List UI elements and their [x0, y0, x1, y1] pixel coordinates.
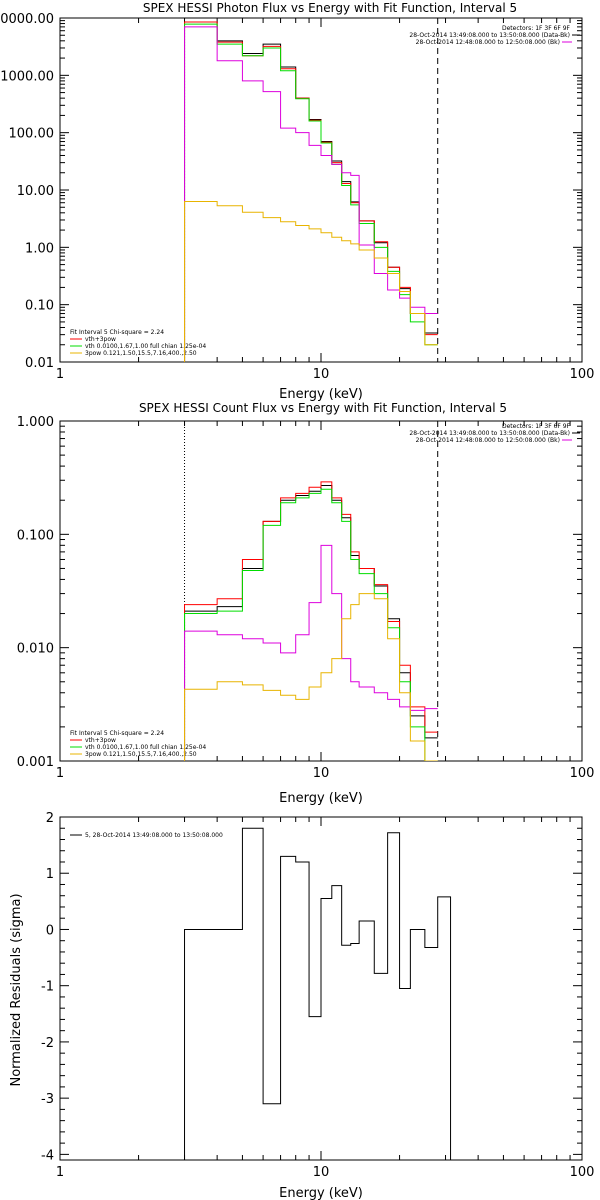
plot-frame [59, 17, 583, 363]
x-tick-label: 1 [56, 766, 64, 781]
series-line-red [184, 21, 438, 362]
y-tick-label: 0000.00 [0, 12, 54, 27]
y-tick-label: -4 [41, 1148, 54, 1163]
x-axis-label: Energy (keV) [279, 387, 363, 402]
x-tick-label: 10 [313, 367, 330, 382]
x-axis-label: Energy (keV) [279, 791, 363, 806]
photon-flux-panel: SPEX HESSI Photon Flux vs Energy with Fi… [70, 1, 571, 402]
legend-left-4: 3pow 0.121,1.50,15.5,7.16,400.,2.50 [85, 350, 197, 357]
y-tick-label: 0.100 [17, 528, 54, 543]
series-line-black [184, 21, 438, 362]
y-tick-label: 0.01 [25, 356, 54, 371]
x-tick-label: 10 [313, 1165, 330, 1180]
residuals-panel: Energy (keV) Normalized Residuals (sigma… [9, 832, 363, 1200]
series-line-magenta [184, 544, 438, 761]
y-tick-label: 0.10 [25, 299, 54, 314]
legend-left-1: 5, 28-Oct-2014 13:49:08.000 to 13:50:08.… [85, 832, 223, 839]
legend-left-2: vth+3pow [85, 737, 116, 744]
y-tick-label: -2 [41, 1036, 54, 1051]
y-tick-label: 1 [46, 867, 54, 882]
x-tick-label: 1 [56, 1165, 64, 1180]
series-line-orange [184, 593, 438, 761]
y-axis-label: Normalized Residuals (sigma) [9, 893, 24, 1086]
y-tick-label: -1 [41, 980, 54, 995]
legend-right-3: 28-Oct-2014 12:48:08.000 to 12:50:08.000… [416, 437, 560, 444]
y-tick-label: -3 [41, 1092, 54, 1107]
x-tick-label: 100 [570, 367, 595, 382]
legend-right-1: Detectors: 1F 3F 6F 9F [502, 25, 571, 32]
series-line-red [184, 481, 438, 761]
legend-left-2: vth+3pow [85, 336, 116, 343]
legend-left-1: Fit Interval 5 Chi-square = 2.24 [70, 730, 164, 737]
y-tick-label: 100.00 [9, 127, 55, 142]
y-tick-label: 0 [46, 923, 54, 938]
x-tick-label: 100 [570, 766, 595, 781]
y-tick-label: 10.00 [17, 184, 54, 199]
legend-right-1: Detectors: 1F 3F 6F 9F [502, 423, 571, 430]
y-tick-label: 0.010 [17, 642, 54, 657]
plot-area-1: 1 10 100 0000.00 1000.00 100.00 10.00 1.00 0.10 0… [0, 12, 594, 382]
legend-right-2: 28-Oct-2014 13:49:08.000 to 13:50:08.000… [409, 430, 570, 437]
count-flux-panel: SPEX HESSI Count Flux vs Energy with Fit… [70, 401, 571, 806]
y-tick-label: 1.00 [25, 241, 54, 256]
series-line-orange [184, 201, 438, 362]
series-line-green [184, 23, 438, 362]
series-line-black [184, 827, 452, 1160]
chart-title: SPEX HESSI Photon Flux vs Energy with Fi… [143, 1, 517, 15]
legend-left-3: vth 0.0100,1.67,1.00 full chian 1.25e-04 [85, 343, 206, 350]
legend-left-1: Fit Interval 5 Chi-square = 2.24 [70, 329, 164, 336]
x-tick-label: 10 [313, 766, 330, 781]
y-tick-label: 2 [46, 811, 54, 826]
y-tick-label: 1.000 [17, 415, 54, 430]
y-tick-label: 1000.00 [0, 69, 54, 84]
series-line-magenta [184, 26, 438, 362]
plot-area-2: 1 10 100 1.000 0.100 0.010 0.001 [17, 415, 595, 781]
x-axis-label: Energy (keV) [279, 1186, 363, 1200]
legend-right-2: 28-Oct-2014 13:49:08.000 to 13:50:08.000… [409, 32, 570, 39]
legend-right-3: 28-Oct-2014 12:48:08.000 to 12:50:08.000… [416, 39, 560, 46]
x-tick-label: 100 [570, 1165, 595, 1180]
legend-left-4: 3pow 0.121,1.50,15.5,7.16,400.,2.50 [85, 751, 197, 758]
chart-title: SPEX HESSI Count Flux vs Energy with Fit… [139, 401, 507, 415]
y-tick-label: 0.001 [17, 755, 54, 770]
x-tick-label: 1 [56, 367, 64, 382]
legend-left-3: vth 0.0100,1.67,1.00 full chian 1.25e-04 [85, 744, 206, 751]
